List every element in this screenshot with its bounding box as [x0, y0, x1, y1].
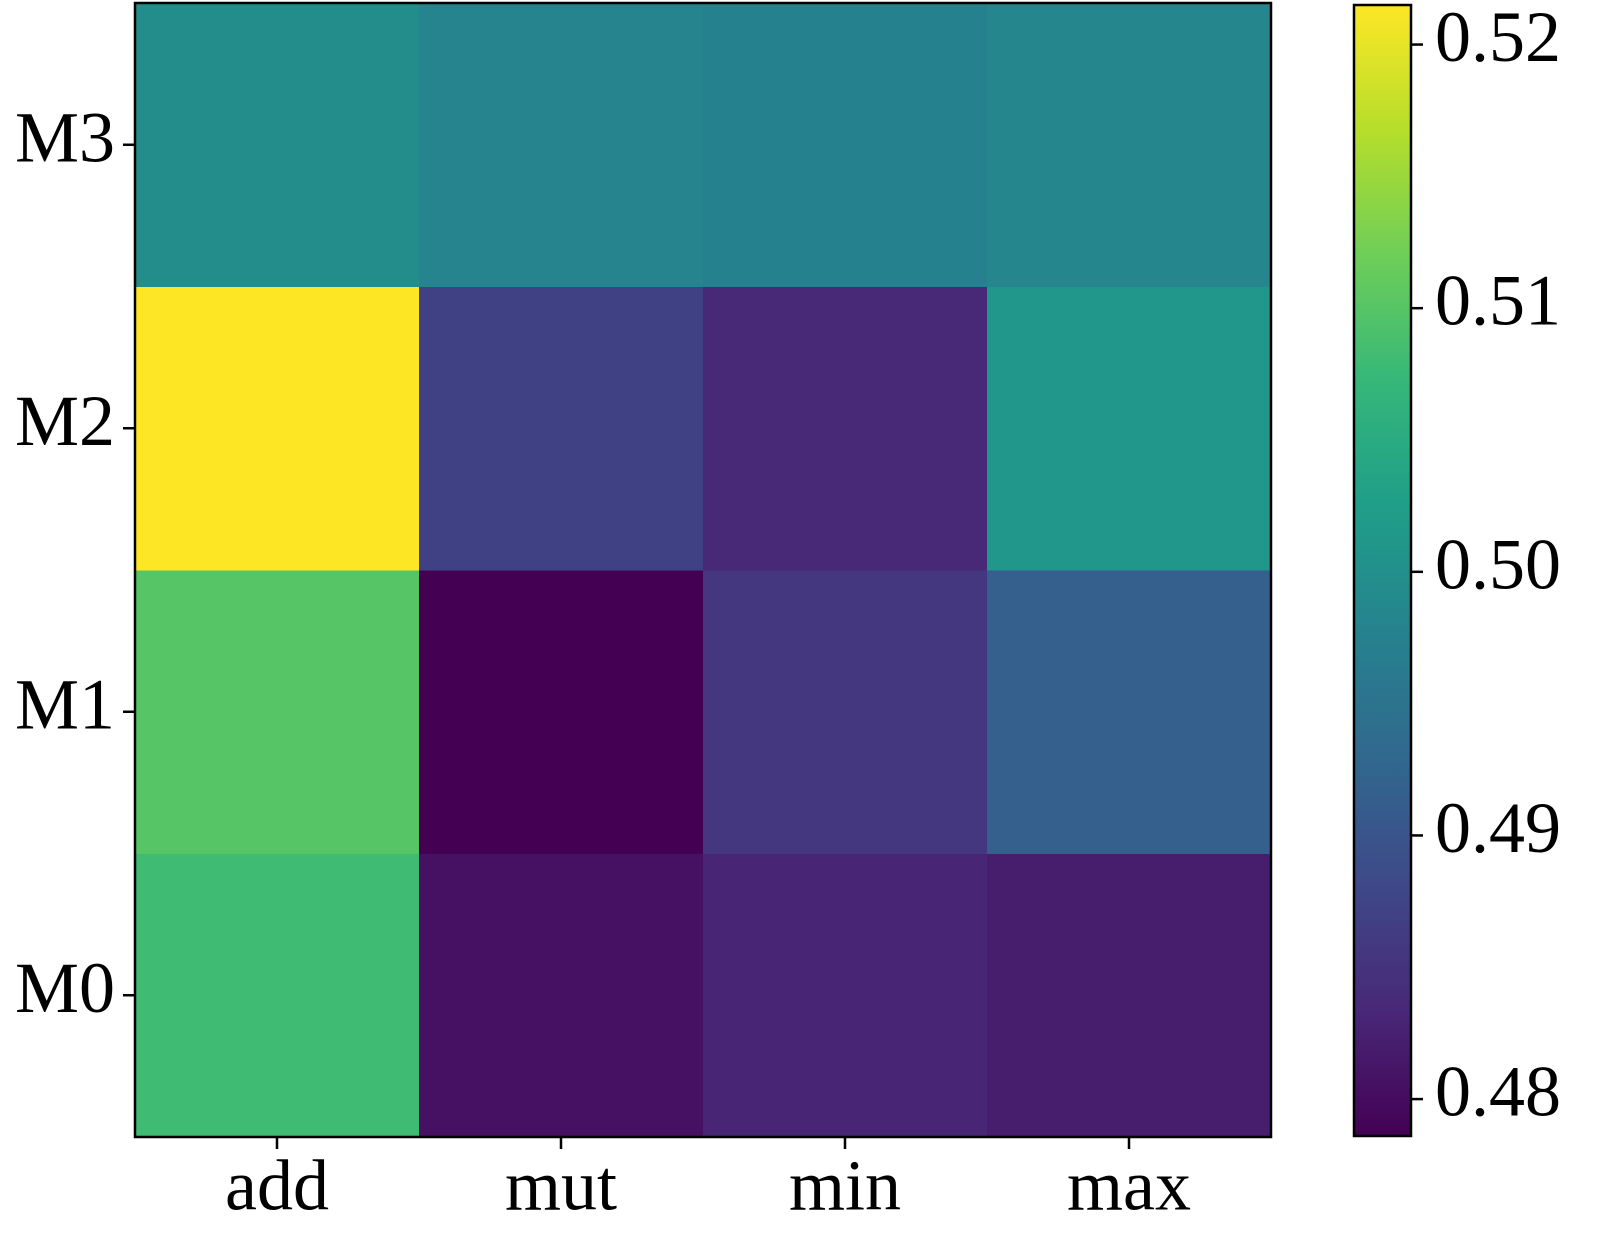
heatmap-cell [135, 3, 420, 287]
heatmap-cell [135, 853, 420, 1138]
x-tick-label: min [789, 1146, 901, 1226]
heatmap-cell [703, 853, 988, 1138]
heatmap-cell [987, 286, 1272, 571]
heatmap-cell [703, 286, 988, 571]
y-tick-label: M2 [15, 381, 115, 461]
colorbar-tick-label: 0.48 [1435, 1052, 1561, 1132]
colorbar-tick-label: 0.51 [1435, 261, 1561, 341]
heatmap-cell [987, 3, 1272, 287]
colorbar-tick-label: 0.49 [1435, 788, 1561, 868]
heatmap-cell [419, 3, 704, 287]
colorbar-tick-label: 0.52 [1435, 0, 1561, 77]
x-tick-label: add [225, 1146, 329, 1226]
heatmap-cell [987, 853, 1272, 1138]
y-tick-label: M3 [15, 97, 115, 177]
heatmap-cell [703, 570, 988, 854]
heatmap-cell [419, 570, 704, 854]
heatmap-cell [419, 853, 704, 1138]
colorbar [1352, 3, 1413, 1138]
heatmap-cell [135, 570, 420, 854]
colorbar-tick-label: 0.50 [1435, 524, 1561, 604]
plot-frame [133, 1, 1273, 1139]
y-tick-label: M0 [15, 948, 115, 1028]
heatmap-cell [135, 286, 420, 571]
y-tick-label: M1 [15, 664, 115, 744]
heatmap-cell [987, 570, 1272, 854]
x-tick-label: max [1067, 1146, 1191, 1226]
heatmap-cell [703, 3, 988, 287]
heatmap-cell [419, 286, 704, 571]
x-tick-label: mut [505, 1146, 617, 1226]
